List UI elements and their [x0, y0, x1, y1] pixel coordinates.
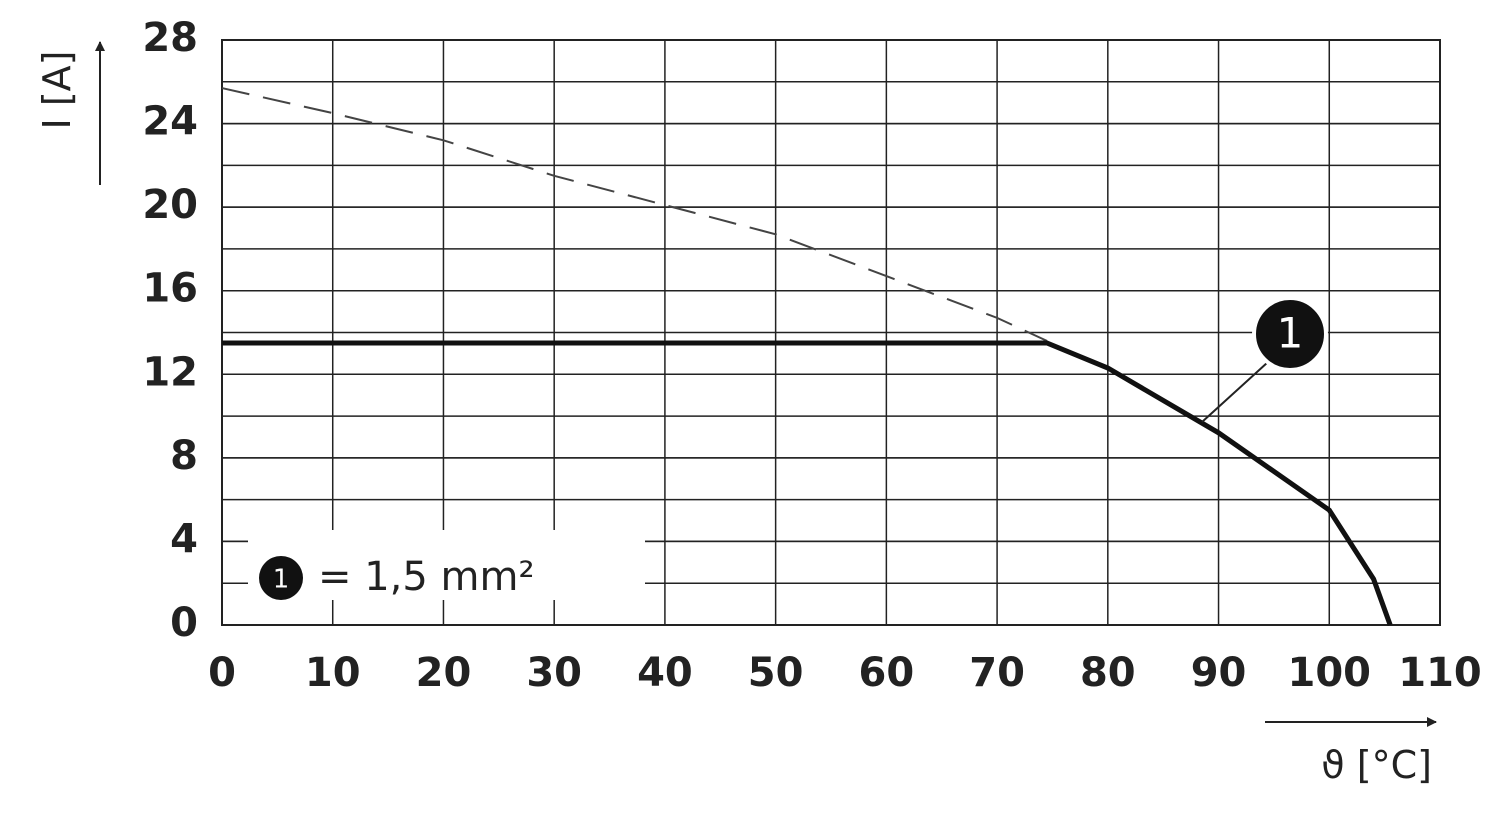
x-tick-label: 100 — [1288, 650, 1372, 696]
x-axis-label: ϑ [°C] — [1321, 743, 1432, 787]
y-tick-label: 24 — [142, 99, 198, 145]
x-tick-label: 70 — [969, 650, 1025, 696]
x-tick-label: 40 — [637, 650, 693, 696]
x-tick-label: 0 — [208, 650, 236, 696]
y-tick-label: 28 — [142, 15, 198, 61]
legend-box — [248, 530, 645, 600]
series-line — [221, 87, 1048, 342]
x-tick-label: 10 — [305, 650, 361, 696]
series-line — [222, 340, 1393, 626]
legend-label: = 1,5 mm² — [318, 554, 535, 600]
legend-marker — [259, 556, 303, 600]
x-tick-label: 60 — [859, 650, 915, 696]
y-tick-label: 12 — [142, 349, 198, 395]
legend-marker-label: 1 — [273, 565, 290, 595]
annotation-marker — [1252, 296, 1328, 372]
plot-frame — [221, 39, 1441, 626]
x-tick-label: 50 — [748, 650, 804, 696]
y-tick-label: 0 — [170, 600, 198, 646]
x-tick-label: 110 — [1398, 650, 1482, 696]
annotation-leader — [1201, 361, 1269, 423]
y-tick-label: 4 — [170, 516, 198, 562]
y-tick-label: 8 — [170, 433, 198, 479]
x-tick-label: 90 — [1191, 650, 1247, 696]
x-tick-label: 20 — [416, 650, 472, 696]
y-axis-label: I [A] — [35, 51, 79, 130]
x-tick-label: 30 — [526, 650, 582, 696]
annotation-label: 1 — [1277, 309, 1304, 358]
y-tick-label: 20 — [142, 182, 198, 228]
y-tick-label: 16 — [142, 266, 198, 312]
x-tick-label: 80 — [1080, 650, 1136, 696]
